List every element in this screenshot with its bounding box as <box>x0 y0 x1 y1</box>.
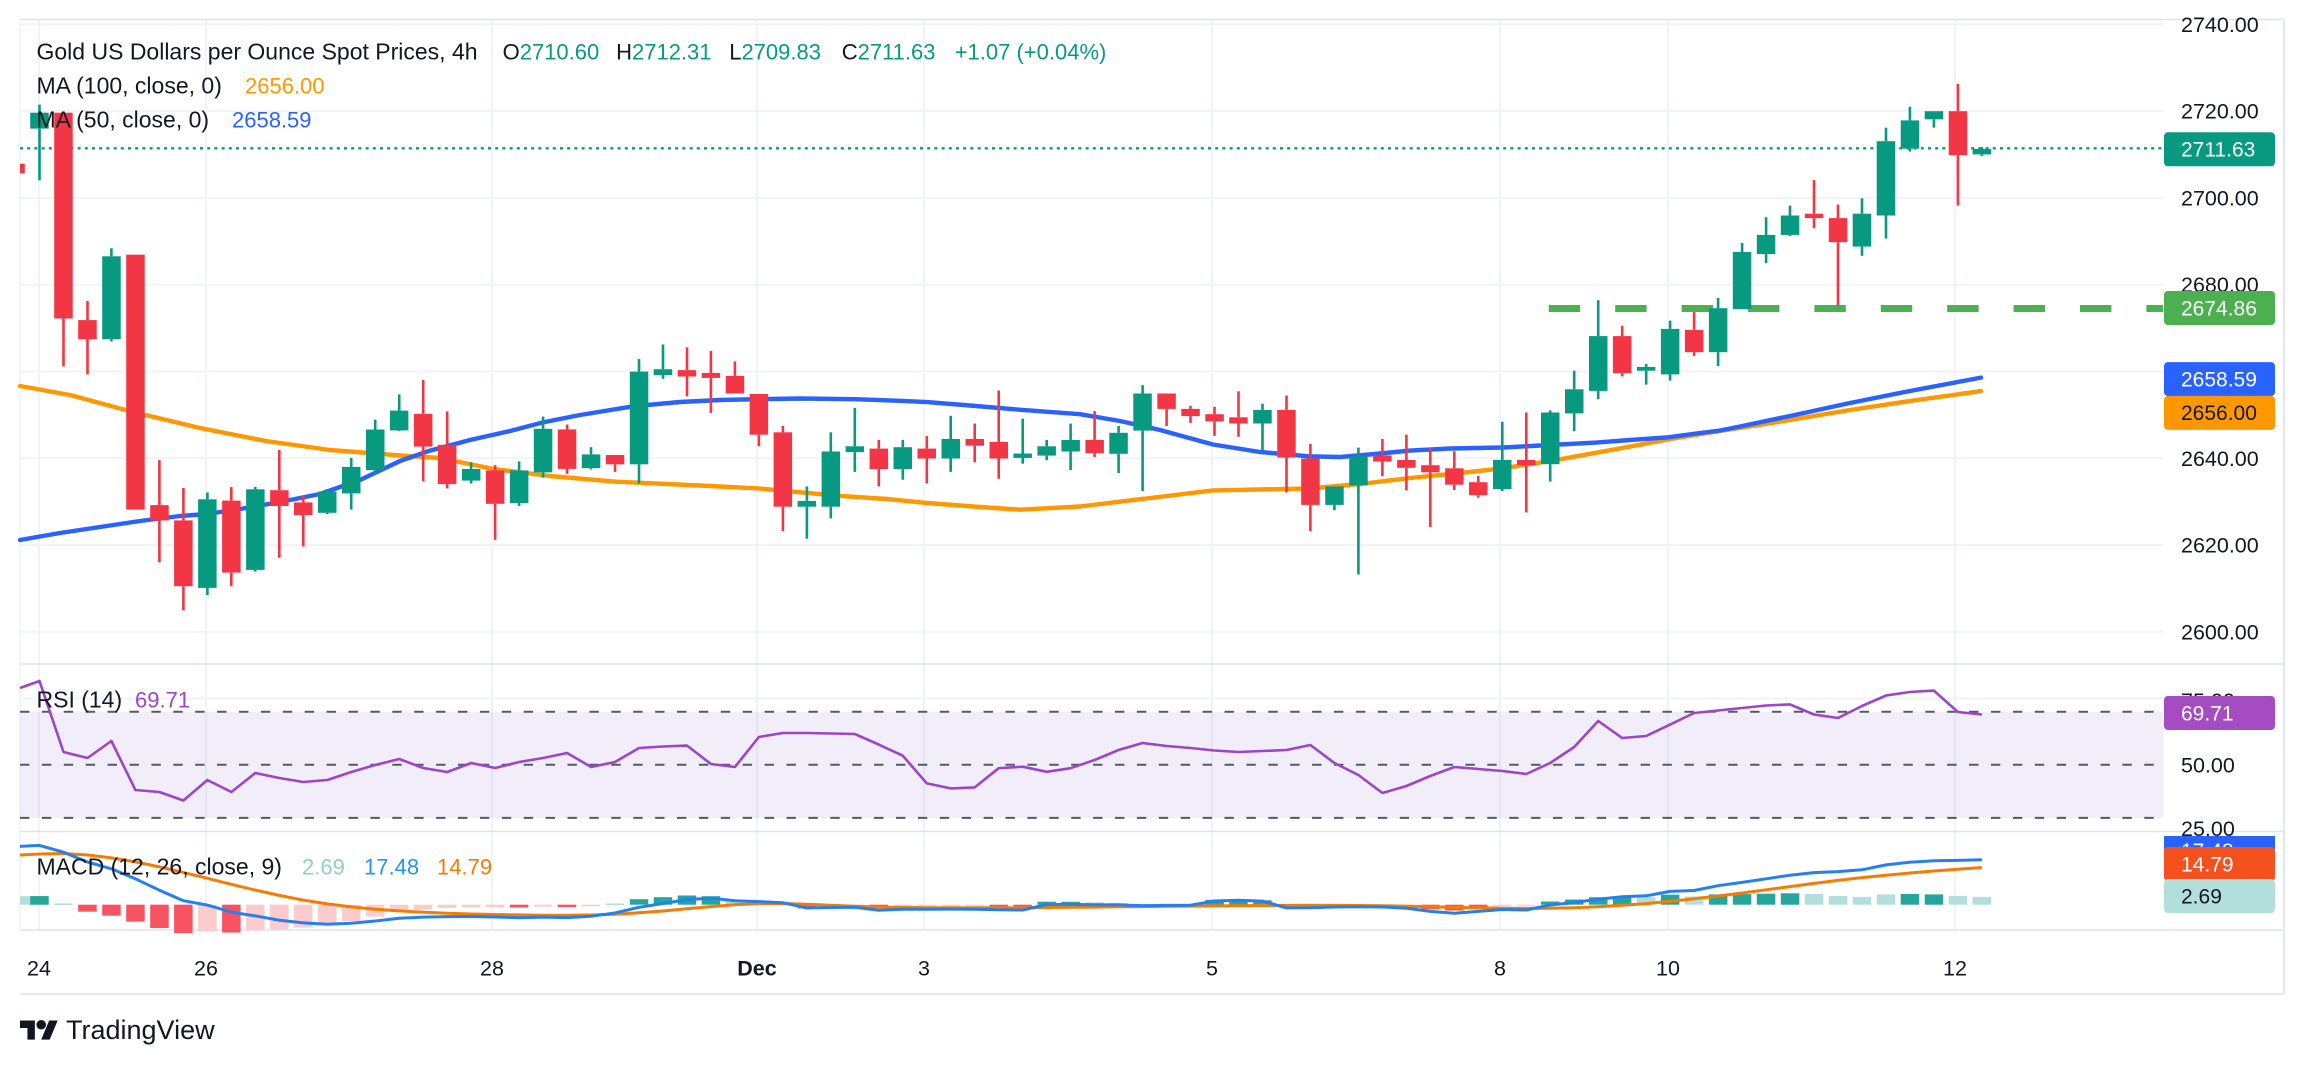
svg-text:2700.00: 2700.00 <box>2181 186 2259 210</box>
svg-text:TradingView: TradingView <box>66 1015 215 1045</box>
svg-text:2658.59: 2658.59 <box>2181 368 2257 391</box>
svg-text:28: 28 <box>480 957 504 981</box>
svg-text:26: 26 <box>194 957 218 981</box>
svg-text:17.48: 17.48 <box>364 855 419 880</box>
svg-text:2620.00: 2620.00 <box>2181 534 2259 558</box>
svg-text:2.69: 2.69 <box>2181 885 2222 908</box>
svg-text:3: 3 <box>918 957 930 981</box>
svg-text:24: 24 <box>27 957 51 981</box>
svg-text:12: 12 <box>1943 957 1967 981</box>
svg-text:10: 10 <box>1656 957 1680 981</box>
svg-text:2740.00: 2740.00 <box>2181 13 2259 37</box>
svg-text:2656.00: 2656.00 <box>245 74 325 99</box>
svg-text:14.79: 14.79 <box>437 855 492 880</box>
svg-text:2658.59: 2658.59 <box>232 108 312 133</box>
svg-text:Gold US Dollars per Ounce Spot: Gold US Dollars per Ounce Spot Prices, 4… <box>37 39 478 65</box>
svg-text:17.48: 17.48 <box>2181 840 2234 863</box>
svg-text:2.69: 2.69 <box>302 855 345 880</box>
svg-text:RSI (14): RSI (14) <box>37 687 123 713</box>
svg-text:14.79: 14.79 <box>2181 853 2234 876</box>
svg-text:2640.00: 2640.00 <box>2181 447 2259 471</box>
svg-text:C2711.63: C2711.63 <box>842 40 936 65</box>
svg-text:MACD (12, 26, close, 9): MACD (12, 26, close, 9) <box>37 854 282 880</box>
svg-text:5: 5 <box>1206 957 1218 981</box>
svg-text:+1.07 (+0.04%): +1.07 (+0.04%) <box>955 40 1107 65</box>
svg-text:69.71: 69.71 <box>2181 702 2234 725</box>
svg-text:H2712.31: H2712.31 <box>616 40 711 65</box>
svg-text:Dec: Dec <box>737 957 776 981</box>
svg-text:L2709.83: L2709.83 <box>729 40 821 65</box>
svg-text:2674.86: 2674.86 <box>2181 297 2257 320</box>
svg-text:8: 8 <box>1494 957 1506 981</box>
svg-text:2600.00: 2600.00 <box>2181 620 2259 644</box>
svg-text:MA (50, close, 0): MA (50, close, 0) <box>37 107 210 133</box>
svg-text:O2710.60: O2710.60 <box>503 40 600 65</box>
svg-text:2656.00: 2656.00 <box>2181 402 2257 425</box>
svg-text:MA (100, close, 0): MA (100, close, 0) <box>37 73 222 99</box>
svg-text:69.71: 69.71 <box>135 688 190 713</box>
svg-text:2711.63: 2711.63 <box>2181 139 2255 162</box>
svg-text:2720.00: 2720.00 <box>2181 100 2259 124</box>
svg-text:50.00: 50.00 <box>2181 753 2235 777</box>
